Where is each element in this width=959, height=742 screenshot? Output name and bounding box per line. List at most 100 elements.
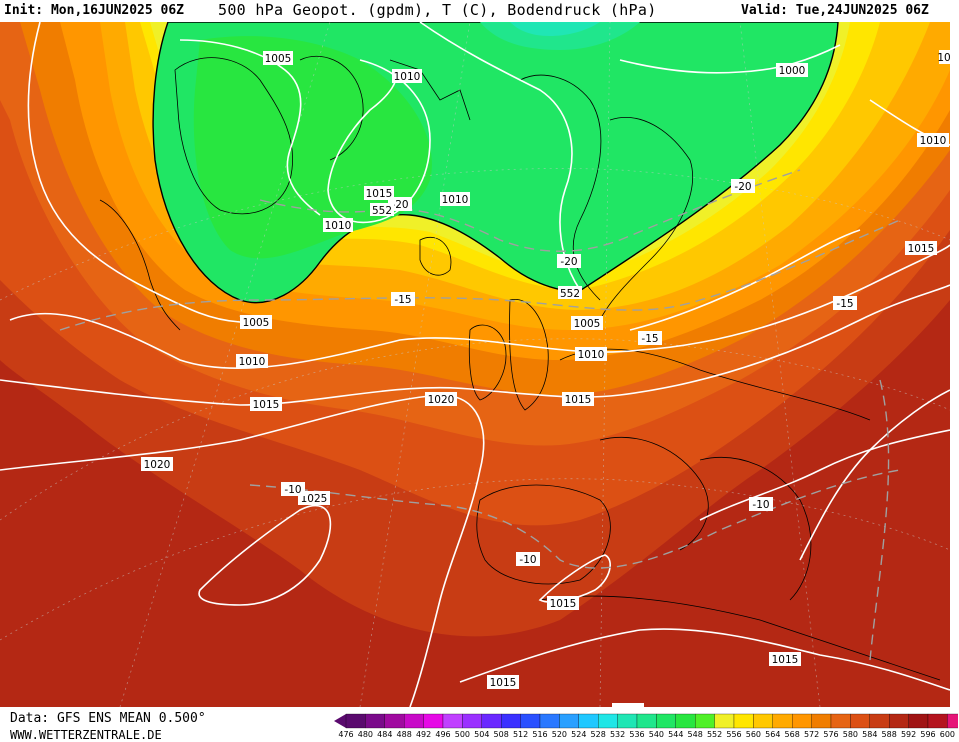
scale-swatch [501, 713, 521, 729]
scale-tick-label: 596 [920, 730, 936, 739]
pressure-label: 1010 [394, 71, 421, 83]
scale-swatch [869, 713, 890, 729]
scale-swatch [811, 713, 832, 729]
scale-swatch [539, 713, 560, 729]
scale-tick-label: 524 [571, 730, 587, 739]
band-536 [510, 22, 600, 36]
data-source: Data: GFS ENS MEAN 0.500° [10, 711, 206, 726]
temperature-label: -15 [641, 333, 658, 345]
scale-swatch [772, 713, 793, 729]
map-footer: Data: GFS ENS MEAN 0.500° WWW.WETTERZENT… [0, 708, 959, 742]
scale-swatch [578, 713, 599, 729]
scale-swatch [675, 713, 696, 729]
pressure-label: 1010 [325, 220, 352, 232]
scale-swatch [384, 713, 405, 729]
isotherms [59, 169, 901, 661]
temperature-label: -20 [391, 199, 408, 211]
graticule [0, 22, 950, 707]
scale-tick-label: 488 [396, 730, 412, 739]
temperature-label: -20 [734, 181, 751, 193]
temperature-label: -15 [394, 294, 411, 306]
pressure-label: 1015 [565, 394, 592, 406]
scale-swatch [656, 713, 676, 729]
weather-map: 1005 1010 1015 1010 1010 1000 1010 1015 … [0, 22, 950, 707]
valid-time: Valid: Tue,24JUN2025 06Z [741, 3, 929, 18]
pressure-label: 1020 [428, 394, 455, 406]
scale-swatch [714, 713, 735, 729]
pressure-label: 1020 [144, 459, 171, 471]
scale-tick-label: 480 [357, 730, 374, 739]
scale-swatch [617, 713, 638, 729]
scale-tick-label: 568 [784, 730, 800, 739]
scale-swatch [481, 713, 502, 729]
scale-tick-label: 496 [435, 730, 451, 739]
scale-tick-label: 552 [706, 730, 723, 739]
scale-swatch [345, 713, 366, 729]
pressure-label-group: 1005 1010 1015 1010 1010 1000 1010 1015 … [141, 50, 950, 707]
scale-tick-label: 536 [629, 730, 645, 739]
scale-swatch [753, 713, 773, 729]
pressure-label: 1010 [578, 349, 605, 361]
pressure-label: 1000 [779, 65, 806, 77]
scale-swatch [442, 713, 463, 729]
scale-swatch [830, 713, 851, 729]
scale-swatch [365, 713, 385, 729]
scale-swatch [598, 713, 618, 729]
scale-tick-label: 556 [726, 730, 742, 739]
color-scale-bar [334, 713, 958, 729]
scale-left-arrow [334, 714, 346, 728]
scale-tick-label: 600 [939, 730, 956, 739]
pressure-label: 1005 [243, 317, 270, 329]
scale-tick-label: 528 [590, 730, 606, 739]
scale-tick-label: 592 [900, 730, 917, 739]
scale-tick-label: 584 [862, 730, 878, 739]
pressure-label: 1025 [301, 493, 328, 505]
map-title: 500 hPa Geopot. (gpdm), T (C), Bodendruc… [218, 1, 657, 19]
scale-swatch [908, 713, 929, 729]
geopotential-label: 552 [560, 288, 580, 300]
scale-swatch [559, 713, 579, 729]
pressure-label: 1005 [574, 318, 601, 330]
scale-tick-label: 576 [823, 730, 839, 739]
pressure-label: 1015 [772, 654, 799, 666]
temperature-label: -15 [836, 298, 853, 310]
scale-swatch [423, 713, 444, 729]
pressure-label: 1010 [920, 135, 947, 147]
scale-swatch [636, 713, 657, 729]
scale-tick-label: 516 [532, 730, 548, 739]
scale-tick-label: 540 [648, 730, 665, 739]
scale-tick-label: 508 [493, 730, 509, 739]
pressure-label: 1010 [239, 356, 266, 368]
scale-tick-label: 572 [803, 730, 820, 739]
scale-tick-label: 548 [687, 730, 703, 739]
scale-tick-label: 560 [745, 730, 762, 739]
scale-swatch [462, 713, 482, 729]
band-544 [193, 36, 432, 259]
temperature-label: -20 [560, 256, 577, 268]
scale-tick-label: 484 [377, 730, 393, 739]
scale-tick-label: 512 [512, 730, 529, 739]
pressure-label: 1015 [908, 243, 935, 255]
scale-swatch [404, 713, 424, 729]
scale-tick-label: 588 [881, 730, 897, 739]
scale-swatch [792, 713, 812, 729]
scale-tick-label: 504 [474, 730, 490, 739]
scale-swatch [850, 713, 870, 729]
scale-swatch [520, 713, 541, 729]
geopotential-label: 552 [372, 205, 392, 217]
init-time: Init: Mon,16JUN2025 06Z [4, 3, 185, 18]
scale-swatch [889, 713, 909, 729]
pressure-label: 1015 [366, 188, 393, 200]
pressure-label: 1015 [253, 399, 280, 411]
scale-tick-label: 564 [765, 730, 781, 739]
temperature-label: -10 [519, 554, 536, 566]
scale-tick-label: 532 [609, 730, 626, 739]
scale-tick-label: 520 [551, 730, 568, 739]
pressure-label: 1015 [550, 598, 577, 610]
scale-tick-label: 476 [338, 730, 354, 739]
website-credit: WWW.WETTERZENTRALE.DE [10, 728, 162, 742]
scale-swatch [927, 713, 948, 729]
pressure-label: 10 [937, 52, 950, 64]
pressure-label: 1005 [265, 53, 292, 65]
pressure-label: 1010 [442, 194, 469, 206]
